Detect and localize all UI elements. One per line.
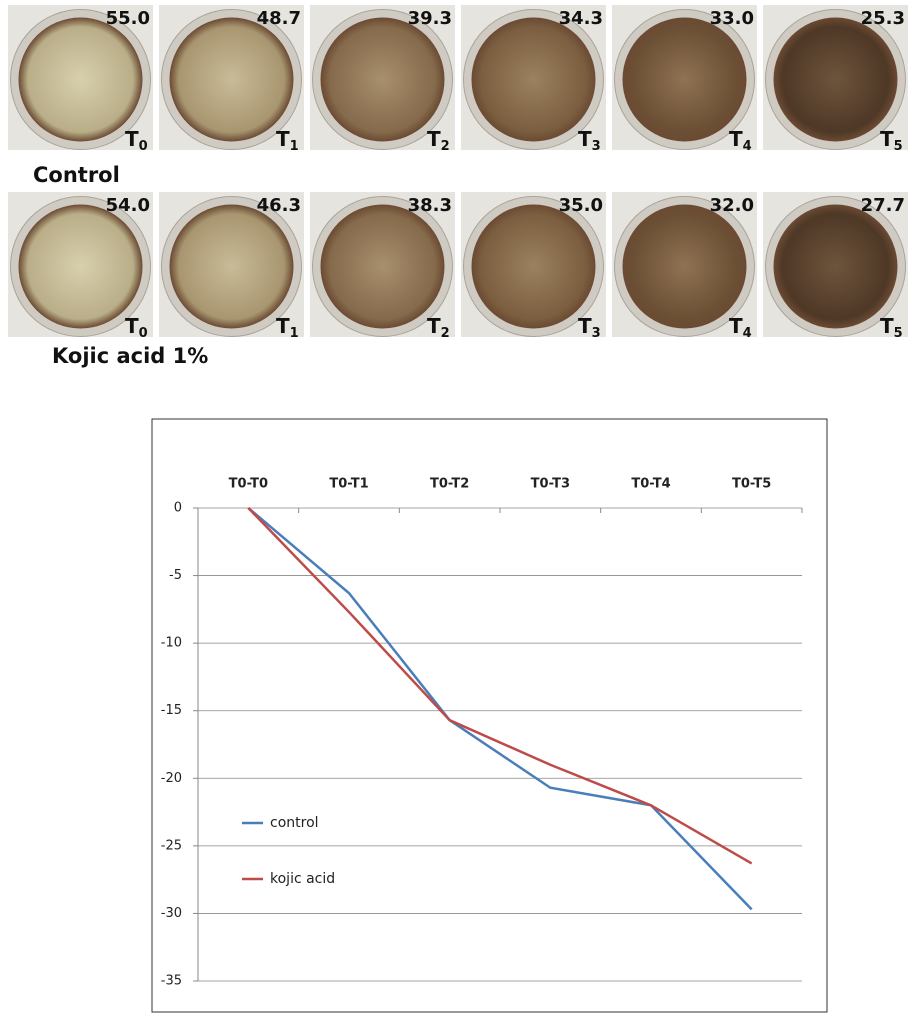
plate-value: 34.3	[559, 8, 603, 29]
time-letter: T	[276, 314, 290, 338]
row-label: Control	[33, 163, 120, 187]
y-tick-label: -35	[161, 974, 182, 989]
plate-value: 32.0	[710, 195, 754, 216]
series-line	[247, 507, 753, 865]
x-tick-label: T0-T4	[631, 477, 670, 492]
plate-culture	[471, 204, 596, 329]
plate-culture	[18, 204, 143, 329]
time-index: 0	[139, 326, 148, 341]
time-letter: T	[427, 314, 441, 338]
x-tick-label: T0-T3	[531, 477, 570, 492]
plate-culture	[169, 17, 294, 142]
y-tick-label: -25	[161, 838, 182, 853]
time-index: 2	[441, 139, 450, 154]
plate-culture	[622, 17, 747, 142]
time-letter: T	[276, 127, 290, 151]
plate-value: 55.0	[106, 8, 150, 29]
plate-culture	[18, 17, 143, 142]
legend-label: control	[270, 815, 319, 831]
plate-value: 48.7	[257, 8, 301, 29]
y-tick-label: -15	[161, 703, 182, 718]
plate-culture	[622, 204, 747, 329]
plate-value: 25.3	[861, 8, 905, 29]
time-label: T5	[880, 314, 903, 341]
x-tick-label: T0-T1	[329, 477, 368, 492]
time-letter: T	[125, 314, 139, 338]
time-index: 4	[743, 326, 752, 341]
y-tick-label: 0	[174, 501, 182, 516]
time-letter: T	[578, 127, 592, 151]
time-letter: T	[578, 314, 592, 338]
time-letter: T	[729, 314, 743, 338]
plate-culture	[320, 204, 445, 329]
time-index: 3	[592, 139, 601, 154]
plate-culture	[773, 17, 898, 142]
plate-value: 27.7	[861, 195, 905, 216]
time-index: 5	[894, 326, 903, 341]
time-label: T5	[880, 127, 903, 154]
plate-value: 35.0	[559, 195, 603, 216]
time-index: 3	[592, 326, 601, 341]
time-letter: T	[880, 127, 894, 151]
x-tick-label: T0-T0	[229, 477, 268, 492]
plate-value: 54.0	[106, 195, 150, 216]
time-index: 1	[290, 139, 299, 154]
y-tick-label: -10	[161, 636, 182, 651]
legend-label: kojic acid	[270, 871, 335, 887]
time-index: 0	[139, 139, 148, 154]
y-tick-label: -5	[169, 568, 182, 583]
time-index: 2	[441, 326, 450, 341]
plate-value: 33.0	[710, 8, 754, 29]
plate-culture	[169, 204, 294, 329]
x-tick-label: T0-T5	[732, 477, 771, 492]
time-index: 5	[894, 139, 903, 154]
plate-value: 38.3	[408, 195, 452, 216]
plate-culture	[471, 17, 596, 142]
time-letter: T	[729, 127, 743, 151]
time-index: 1	[290, 326, 299, 341]
y-tick-label: -20	[161, 771, 182, 786]
time-label: T3	[578, 127, 601, 154]
time-letter: T	[880, 314, 894, 338]
time-label: T0	[125, 127, 148, 154]
time-label: T0	[125, 314, 148, 341]
y-tick-label: -30	[161, 906, 182, 921]
plate-culture	[773, 204, 898, 329]
time-label: T4	[729, 127, 752, 154]
time-label: T1	[276, 314, 299, 341]
time-label: T1	[276, 127, 299, 154]
series-line	[247, 507, 753, 911]
time-index: 4	[743, 139, 752, 154]
x-tick-label: T0-T2	[430, 477, 469, 492]
time-letter: T	[125, 127, 139, 151]
time-label: T2	[427, 314, 450, 341]
row-label: Kojic acid 1%	[52, 344, 208, 368]
time-label: T4	[729, 314, 752, 341]
time-letter: T	[427, 127, 441, 151]
plate-value: 46.3	[257, 195, 301, 216]
time-label: T3	[578, 314, 601, 341]
plate-value: 39.3	[408, 8, 452, 29]
plate-culture	[320, 17, 445, 142]
time-label: T2	[427, 127, 450, 154]
